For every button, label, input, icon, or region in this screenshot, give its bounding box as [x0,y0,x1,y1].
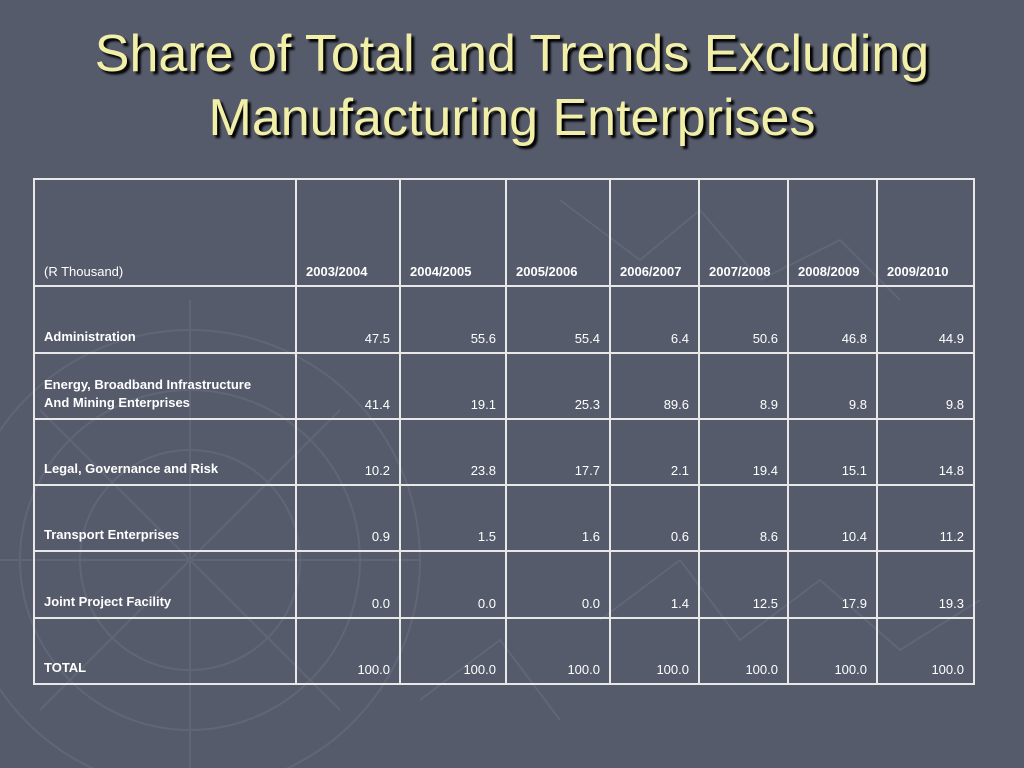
table-cell: 0.9 [295,484,401,553]
table-header-row: (R Thousand) 2003/2004 2004/2005 2005/20… [33,177,975,288]
table-cell: 17.7 [505,417,611,487]
row-label-line-1: TOTAL [44,660,87,675]
table-cell: 19.1 [399,351,507,420]
table-cell: 23.8 [399,417,507,487]
table-cell: 1.6 [505,484,611,553]
table-row: Energy, Broadband Infrastructure And Mini… [33,351,975,420]
table-row: Transport Enterprises 0.9 1.5 1.6 0.6 8.6 10.4… [33,484,975,553]
row-label-line-1: Administration [44,328,136,344]
table-cell: 25.3 [505,351,611,420]
row-label: TOTAL [33,616,297,686]
table-cell: 8.6 [698,484,789,553]
table-cell: 15.1 [787,417,878,487]
row-label-line-1: Joint Project Facility [44,593,172,609]
table-cell: 6.4 [609,285,700,354]
table-cell: 8.9 [698,351,789,420]
table-cell: 41.4 [295,351,401,420]
table-row: Legal, Governance and Risk 10.2 23.8 17.7 2.… [33,417,975,487]
row-label: Legal, Governance and Risk [33,417,297,487]
table-cell: 0.6 [609,484,700,553]
table-cell: 9.8 [876,351,975,420]
table-cell: 100.0 [787,616,878,686]
column-header-2008-2009: 2008/2009 [787,177,878,288]
table-cell: 100.0 [505,616,611,686]
table-cell: 100.0 [609,616,700,686]
row-label: Joint Project Facility [33,550,297,619]
slide-title-line-2: Manufacturing Enterprises [208,89,816,147]
table-cell: 19.3 [876,550,975,619]
row-label: Administration [33,285,297,354]
table-cell: 12.5 [698,550,789,619]
table-cell: 9.8 [787,351,878,420]
column-header-2006-2007: 2006/2007 [609,177,700,288]
table-cell: 44.9 [876,285,975,354]
column-header-2003-2004: 2003/2004 [295,177,401,288]
table-cell: 100.0 [698,616,789,686]
row-label-line-2: And Mining Enterprises [44,394,190,410]
row-label-line-1: Energy, Broadband Infrastructure [44,376,252,392]
table-cell: 11.2 [876,484,975,553]
row-label-line-1: Legal, Governance and Risk [44,461,219,477]
column-header-2009-2010: 2009/2010 [876,177,975,288]
table-cell: 1.5 [399,484,507,553]
table-cell: 0.0 [295,550,401,619]
table-cell: 100.0 [295,616,401,686]
table-cell: 14.8 [876,417,975,487]
table-row: TOTAL 100.0 100.0 100.0 100.0 100.0 100.0 100.0 [33,616,975,686]
row-label-line-1: Transport Enterprises [44,527,180,543]
row-label: Energy, Broadband Infrastructure And Mini… [33,351,297,420]
table-cell: 10.2 [295,417,401,487]
table-cell: 19.4 [698,417,789,487]
column-header-2005-2006: 2005/2006 [505,177,611,288]
table-cell: 47.5 [295,285,401,354]
table-cell: 10.4 [787,484,878,553]
table-cell: 2.1 [609,417,700,487]
data-table: (R Thousand) 2003/2004 2004/2005 2005/20… [33,177,975,686]
column-header-2004-2005: 2004/2005 [399,177,507,288]
slide-title: Share of Total and Trends Excluding Manu… [0,22,1024,150]
row-label: Transport Enterprises [33,484,297,553]
table-cell: 0.0 [505,550,611,619]
table-cell: 89.6 [609,351,700,420]
table-cell: 100.0 [876,616,975,686]
table-cell: 46.8 [787,285,878,354]
table-cell: 50.6 [698,285,789,354]
table-cell: 0.0 [399,550,507,619]
table-cell: 55.6 [399,285,507,354]
table-cell: 55.4 [505,285,611,354]
slide-title-line-1: Share of Total and Trends Excluding [94,25,930,83]
table-cell: 100.0 [399,616,507,686]
column-header-2007-2008: 2007/2008 [698,177,789,288]
table-row: Joint Project Facility 0.0 0.0 0.0 1.4 12.5 17… [33,550,975,619]
table-cell: 17.9 [787,550,878,619]
table-row: Administration 47.5 55.6 55.4 6.4 50.6 46.8 44.… [33,285,975,354]
corner-label: (R Thousand) [33,177,297,288]
table-cell: 1.4 [609,550,700,619]
